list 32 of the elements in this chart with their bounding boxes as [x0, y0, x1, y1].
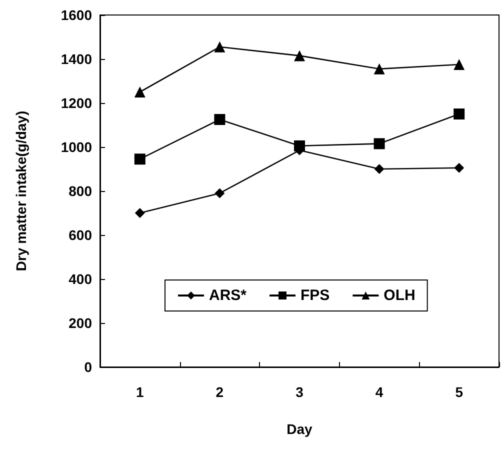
y-axis-title: Dry matter intake(g/day) [13, 110, 29, 272]
y-tick-label: 600 [68, 227, 92, 243]
point [454, 108, 465, 120]
point [214, 188, 225, 198]
legend-label: ARS* [209, 287, 247, 304]
x-tick-label: 3 [296, 384, 304, 400]
x-axis-title: Day [286, 421, 313, 437]
point [454, 59, 465, 70]
point [134, 86, 146, 98]
x-tick-label: 2 [216, 384, 224, 400]
y-tick-label: 400 [68, 271, 92, 287]
point [134, 154, 146, 165]
point [214, 114, 226, 125]
legend-label: OLH [384, 287, 416, 304]
point [374, 138, 385, 150]
point [454, 162, 464, 173]
y-tick-label: 1600 [60, 7, 92, 23]
legend-label: FPS [300, 287, 330, 304]
point [374, 63, 385, 74]
x-tick-label: 5 [455, 384, 464, 400]
point [214, 41, 226, 52]
y-tick-label: 0 [84, 359, 92, 375]
x-tick-label: 1 [136, 384, 144, 400]
y-tick-label: 1200 [60, 95, 92, 111]
x-tick-label: 4 [375, 384, 384, 400]
point [294, 50, 305, 62]
point [374, 164, 384, 174]
y-tick-label: 1400 [60, 51, 92, 67]
y-tick-label: 800 [68, 183, 92, 199]
point [134, 208, 145, 218]
y-tick-label: 200 [68, 315, 92, 331]
y-tick-label: 1000 [60, 139, 92, 155]
